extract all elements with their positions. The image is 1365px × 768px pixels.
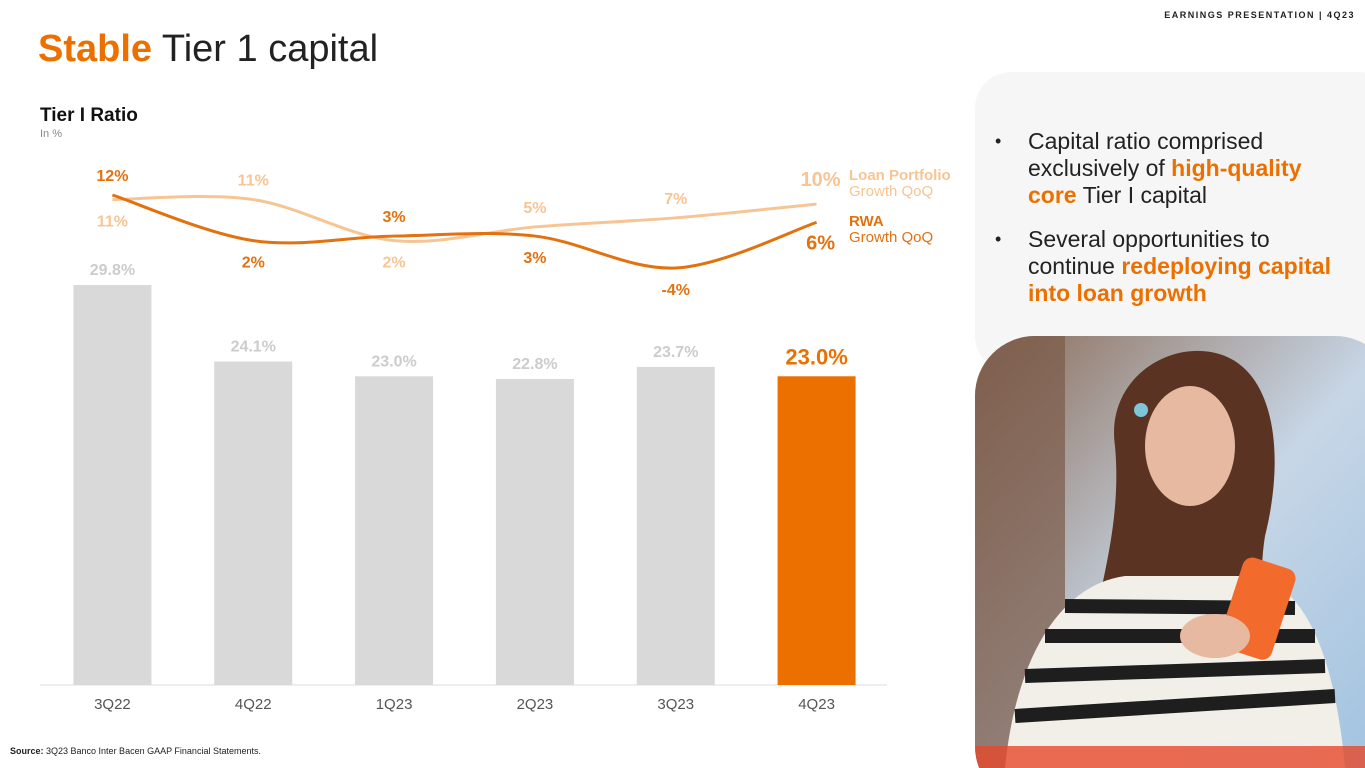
bullet: Capital ratio comprised exclusively of h… xyxy=(995,128,1345,209)
legend-name: Loan Portfolio xyxy=(849,167,951,184)
line-value-label: -4% xyxy=(662,282,690,299)
chart-title: Tier I Ratio xyxy=(40,105,138,126)
source-label: Source: xyxy=(10,746,44,756)
line-value-label: 3% xyxy=(523,250,546,267)
line-value-label: 11% xyxy=(238,173,269,190)
bar xyxy=(495,378,574,685)
bar xyxy=(73,285,152,685)
source-text: 3Q23 Banco Inter Bacen GAAP Financial St… xyxy=(43,746,261,756)
line-value-label: 3% xyxy=(383,209,406,226)
bullet-highlight: high-quality core xyxy=(1028,155,1302,208)
line-value-label: 2% xyxy=(242,255,265,272)
line-value-label: 12% xyxy=(96,168,128,185)
bar xyxy=(777,376,856,685)
legend-name: RWA xyxy=(849,213,884,230)
bar xyxy=(636,366,715,685)
x-tick-label: 1Q23 xyxy=(376,696,413,713)
source-note: Source: 3Q23 Banco Inter Bacen GAAP Fina… xyxy=(10,746,261,756)
legend-subname: Growth QoQ xyxy=(849,183,933,200)
x-tick-label: 4Q23 xyxy=(798,696,835,713)
bar xyxy=(355,376,434,685)
growth-line xyxy=(111,193,818,270)
x-tick-label: 3Q23 xyxy=(657,696,694,713)
bar-value-label: 23.0% xyxy=(371,353,416,370)
bullet-text: Several opportunities to continue xyxy=(1028,226,1270,279)
bullet-list: Capital ratio comprised exclusively of h… xyxy=(995,128,1345,324)
legend-subname: Growth QoQ xyxy=(849,229,933,246)
slide-title: Stable Tier 1 capital xyxy=(38,28,378,71)
bullet: Several opportunities to continue redepl… xyxy=(995,226,1345,307)
growth-line xyxy=(112,195,817,243)
bar-value-label: 29.8% xyxy=(90,262,135,279)
line-value-label: 6% xyxy=(806,232,835,254)
x-tick-label: 4Q22 xyxy=(235,696,272,713)
text-panel xyxy=(975,72,1365,372)
bullet-text: Tier I capital xyxy=(1076,182,1207,208)
line-value-label: 10% xyxy=(801,169,841,191)
chart: Tier I Ratio In % 29.8% 3Q22 24.1% 4Q22 23.0… xyxy=(40,105,951,713)
title-rest: Tier 1 capital xyxy=(152,28,379,70)
title-highlight: Stable xyxy=(38,28,153,70)
header-tag: EARNINGS PRESENTATION | 4Q23 xyxy=(1164,10,1355,20)
x-tick-label: 3Q22 xyxy=(94,696,131,713)
bar-value-label: 22.8% xyxy=(512,356,557,373)
line-value-label: 7% xyxy=(664,191,687,208)
photo xyxy=(975,336,1365,768)
bar-value-label: 23.0% xyxy=(785,344,847,369)
bar-value-label: 24.1% xyxy=(231,339,276,356)
chart-subtitle: In % xyxy=(40,128,62,140)
bullet-highlight: redeploying capital into loan growth xyxy=(1028,253,1331,306)
line-value-label: 11% xyxy=(97,214,128,231)
bullet-text: Capital ratio comprised exclusively of xyxy=(1028,128,1264,181)
x-tick-label: 2Q23 xyxy=(517,696,554,713)
line-value-label: 2% xyxy=(383,255,406,272)
bar xyxy=(214,361,293,685)
line-value-label: 5% xyxy=(523,200,546,217)
bar-value-label: 23.7% xyxy=(653,344,698,361)
